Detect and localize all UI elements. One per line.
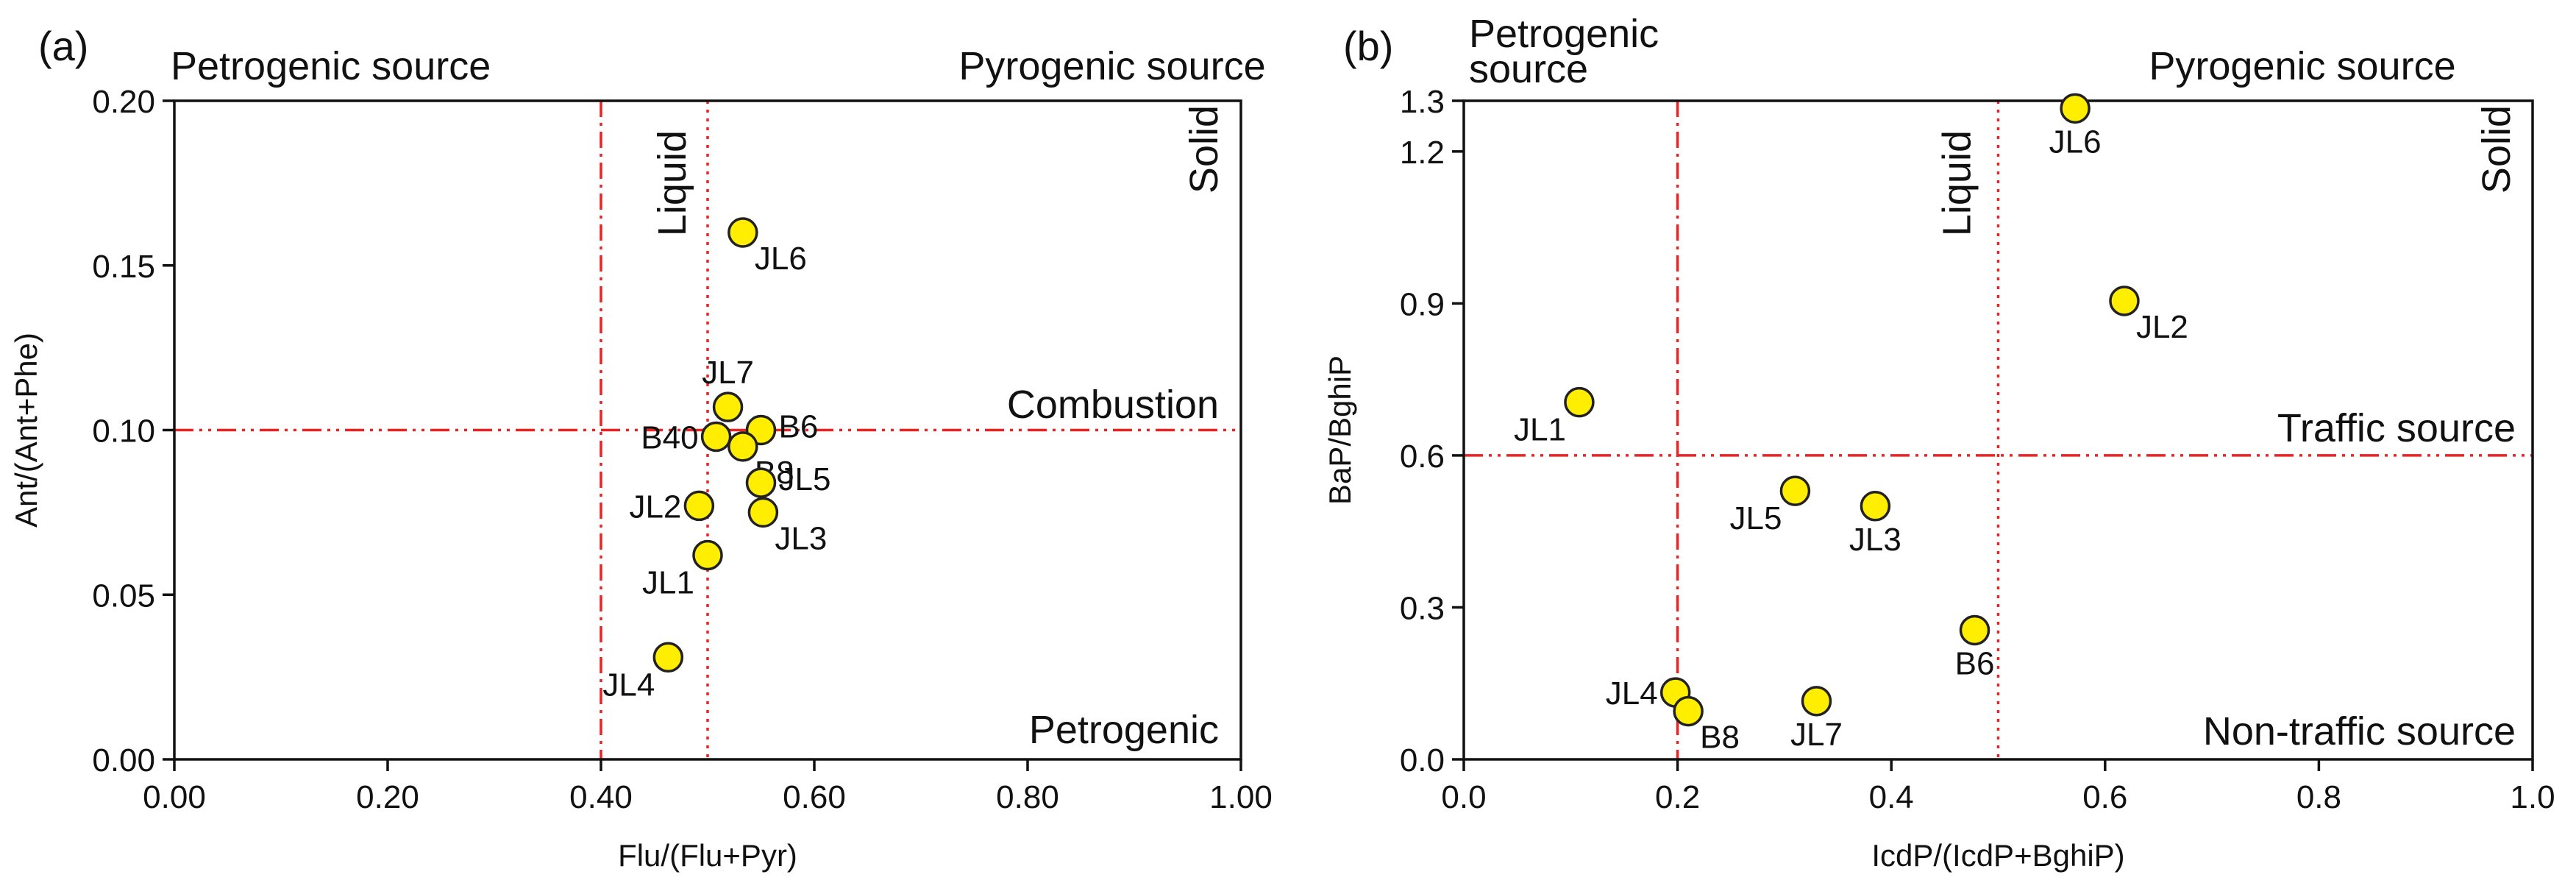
region-label-liquid: Liquid <box>650 130 694 236</box>
y-tick-label: 0.9 <box>1400 286 1445 322</box>
y-tick-label: 1.2 <box>1400 135 1445 171</box>
data-point-jl3 <box>747 497 779 528</box>
region-label-pyrogenic-source: Pyrogenic source <box>958 44 1265 88</box>
point-label-jl2: JL2 <box>629 489 681 525</box>
data-point-jl1 <box>1564 386 1595 418</box>
region-label-threshold-above: Combustion <box>1007 383 1219 427</box>
region-label-petrogenic-source: Petrogenic source <box>1469 12 1659 91</box>
point-label-jl4: JL4 <box>1606 675 1658 712</box>
point-label-jl5: JL5 <box>1729 500 1782 536</box>
x-axis-title: IcdP/(IcdP+BghiP) <box>1871 838 2124 873</box>
data-point-jl2 <box>683 490 715 522</box>
region-label-threshold-above: Traffic source <box>2277 406 2516 450</box>
x-tick-label: 0.4 <box>1869 779 1914 815</box>
data-point-b8 <box>1673 695 1704 727</box>
point-label-jl1: JL1 <box>642 565 694 601</box>
point-label-b40: B40 <box>641 419 698 455</box>
y-tick-label: 0.3 <box>1400 590 1445 626</box>
data-point-jl6 <box>727 217 758 248</box>
panel-b-scatter: (b) 0.0 0.2 0.4 0.6 0.8 1.0 0.0 0.3 0.6 0.9 1.2 1.3 I… <box>1323 12 2555 873</box>
data-point-jl7 <box>712 391 744 422</box>
panel-label: (a) <box>38 23 88 69</box>
point-label-jl3: JL3 <box>775 520 827 556</box>
point-label-jl6: JL6 <box>2049 124 2102 160</box>
x-tick-label: 0.20 <box>356 779 419 815</box>
point-label-b6: B6 <box>779 409 819 445</box>
x-tick-label: 0.80 <box>996 779 1059 815</box>
x-axis-title: Flu/(Flu+Pyr) <box>618 838 797 873</box>
point-label-jl7: JL7 <box>702 355 754 391</box>
region-label-liquid: Liquid <box>1935 130 1979 236</box>
region-label-solid: Solid <box>1182 105 1226 194</box>
point-label-b6: B6 <box>1955 645 1995 681</box>
data-point-jl4 <box>652 642 684 673</box>
data-point-b40 <box>700 421 732 453</box>
region-label-bottom: Non-traffic source <box>2203 709 2516 753</box>
region-label-petrogenic-source: Petrogenic source <box>171 44 491 88</box>
data-point-jl2 <box>2109 285 2140 316</box>
x-tick-label: 0.60 <box>783 779 846 815</box>
region-label-bottom: Petrogenic <box>1029 708 1219 752</box>
x-tick-label: 0.6 <box>2082 779 2127 815</box>
x-tick-label: 0.8 <box>2296 779 2341 815</box>
y-axis-title: BaP/BghiP <box>1323 355 1357 505</box>
region-label-solid: Solid <box>2474 105 2519 194</box>
x-tick-label: 0.40 <box>569 779 633 815</box>
x-tick-label: 0.00 <box>143 779 206 815</box>
data-point-jl7 <box>1801 686 1832 717</box>
point-label-jl6: JL6 <box>755 241 807 277</box>
data-point-jl5 <box>745 467 777 498</box>
point-label-jl2: JL2 <box>2136 309 2188 345</box>
point-label-jl3: JL3 <box>1849 522 1901 558</box>
point-label-b8: B8 <box>1700 720 1740 756</box>
data-point-b6 <box>1959 614 1990 646</box>
point-label-jl4: JL4 <box>602 667 655 703</box>
x-tick-label: 0.2 <box>1655 779 1700 815</box>
y-tick-label: 0.05 <box>92 578 155 614</box>
point-label-jl5: JL5 <box>779 461 831 497</box>
x-tick-label: 1.0 <box>2510 779 2555 815</box>
panel-a-scatter: (a) 0.00 0.20 0.40 0.60 0.80 1.00 0.00 0.05 0.10 0… <box>9 23 1273 873</box>
data-point-jl1 <box>692 539 723 571</box>
y-tick-label: 1.3 <box>1400 84 1445 120</box>
region-label-pyrogenic-source: Pyrogenic source <box>2149 44 2455 88</box>
point-label-jl1: JL1 <box>1514 412 1566 448</box>
x-tick-label: 0.0 <box>1441 779 1486 815</box>
y-axis-title: Ant/(Ant+Phe) <box>9 333 43 528</box>
y-tick-label: 0.0 <box>1400 742 1445 778</box>
data-point-b8 <box>727 431 758 462</box>
y-tick-label: 0.00 <box>92 742 155 778</box>
panel-label: (b) <box>1343 23 1393 69</box>
y-tick-label: 0.10 <box>92 414 155 450</box>
y-tick-label: 0.20 <box>92 84 155 120</box>
x-tick-label: 1.00 <box>1209 779 1273 815</box>
data-point-jl6 <box>2060 93 2091 124</box>
data-point-jl3 <box>1860 491 1891 522</box>
y-tick-label: 0.15 <box>92 249 155 285</box>
data-point-jl5 <box>1779 475 1811 506</box>
plot-frame <box>1462 99 2534 761</box>
y-tick-label: 0.6 <box>1400 439 1445 475</box>
point-label-jl7: JL7 <box>1790 717 1843 753</box>
